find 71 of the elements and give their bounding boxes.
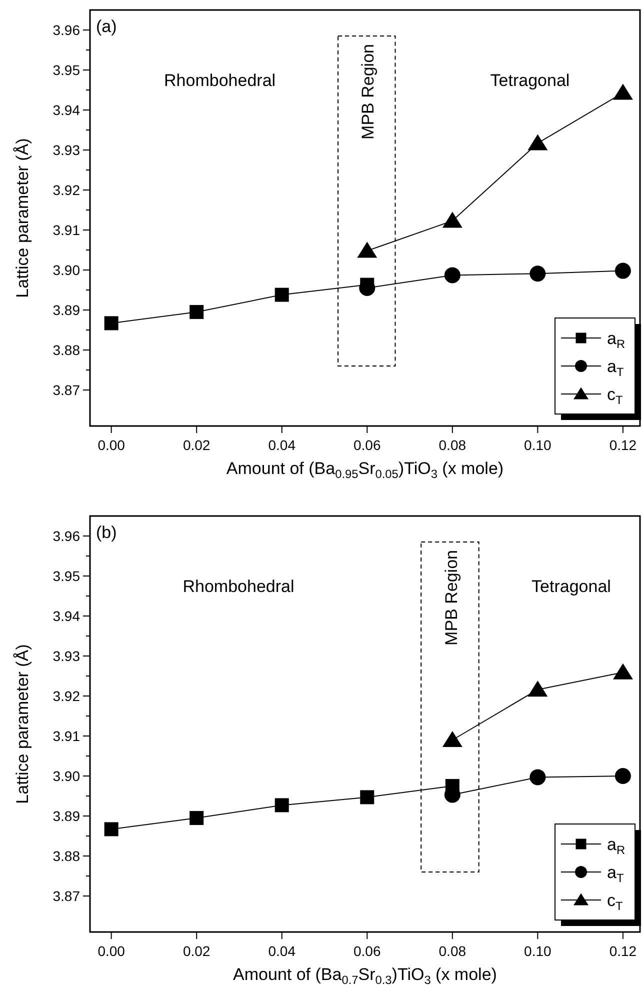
y-tick-label: 3.87	[52, 382, 80, 398]
x-tick-label: 0.02	[182, 943, 210, 959]
point	[442, 731, 462, 747]
point	[612, 84, 633, 100]
point	[444, 267, 460, 284]
legend-label: a$_{R}$	[607, 329, 626, 351]
y-tick-label: 3.94	[52, 608, 80, 624]
y-tick-label: 3.95	[52, 568, 80, 584]
y-tick-label: 3.96	[52, 528, 80, 544]
x-tick-label: 0.04	[268, 437, 296, 453]
legend-label: c$_{T}$	[607, 891, 623, 913]
point	[104, 316, 118, 330]
y-tick-label: 3.87	[52, 888, 80, 904]
y-tick-label: 3.92	[52, 182, 80, 198]
x-tick-label: 0.06	[354, 437, 381, 453]
x-tick-label: 0.06	[354, 943, 381, 959]
y-tick-label: 3.91	[52, 222, 80, 238]
y-tick-label: 3.89	[52, 302, 80, 318]
y-tick-label: 3.95	[52, 62, 80, 78]
x-tick-label: 0.10	[524, 943, 552, 959]
y-tick-label: 3.88	[52, 848, 80, 864]
point	[442, 212, 462, 228]
y-tick-label: 3.94	[52, 102, 80, 118]
point	[190, 305, 204, 319]
y-tick-label: 3.93	[52, 142, 80, 158]
y-tick-label: 3.92	[52, 688, 80, 704]
point	[612, 663, 633, 680]
point	[274, 798, 289, 812]
point	[360, 790, 374, 804]
annotation: Tetragonal	[532, 577, 611, 596]
annotation: Rhombohedral	[164, 71, 276, 90]
annotation: (b)	[96, 523, 117, 542]
point	[614, 262, 631, 279]
x-tick-label: 0.10	[524, 437, 552, 453]
x-tick-label: 0.12	[609, 943, 637, 959]
x-axis-title: Amount of (Ba$_{0.7}$Sr$_{0.3}$)TiO$_{3}$ (x mole)	[233, 965, 497, 987]
point	[357, 242, 378, 258]
legend-label: a$_{T}$	[607, 357, 624, 379]
point	[104, 822, 118, 836]
x-tick-label: 0.12	[609, 437, 637, 453]
y-tick-label: 3.88	[52, 342, 80, 358]
point	[190, 811, 204, 825]
point	[530, 769, 546, 786]
point	[614, 768, 631, 784]
x-axis-title: Amount of (Ba$_{0.95}$Sr$_{0.05}$)TiO$_{3}$ (x mole)	[226, 459, 504, 481]
point	[530, 266, 546, 282]
x-tick-label: 0.04	[268, 943, 296, 959]
legend-label: a$_{T}$	[607, 863, 624, 885]
annotation: MPB Region	[442, 550, 461, 646]
legend-label: c$_{T}$	[607, 385, 623, 407]
annotation: MPB Region	[358, 44, 378, 140]
y-tick-label: 3.96	[52, 22, 80, 38]
x-tick-label: 0.02	[182, 437, 210, 453]
point	[528, 680, 548, 697]
x-tick-label: 0.08	[438, 943, 466, 959]
point	[528, 134, 548, 150]
annotation: (a)	[96, 17, 117, 36]
legend-label: a$_{R}$	[607, 835, 626, 857]
y-tick-label: 3.89	[52, 808, 80, 824]
y-tick-label: 3.90	[52, 262, 80, 278]
annotation: Tetragonal	[490, 71, 570, 90]
x-tick-label: 0.00	[98, 437, 126, 453]
y-axis-title: Lattice parameter (Å)	[13, 138, 32, 298]
x-tick-label: 0.08	[438, 437, 466, 453]
y-axis-title: Lattice parameter (Å)	[13, 644, 32, 804]
annotation: Rhombohedral	[182, 577, 294, 596]
point	[274, 288, 289, 302]
y-tick-label: 3.93	[52, 648, 80, 664]
x-tick-label: 0.00	[98, 943, 126, 959]
y-tick-label: 3.91	[52, 728, 80, 744]
y-tick-label: 3.90	[52, 768, 80, 784]
